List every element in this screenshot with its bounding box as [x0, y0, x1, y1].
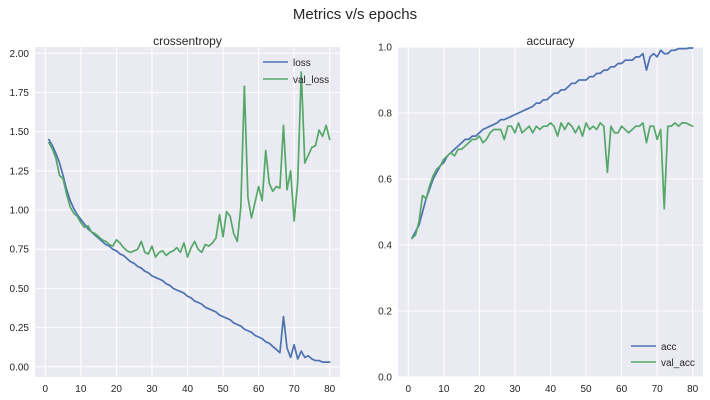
accuracy-ytick-2: 0.4	[378, 241, 392, 252]
accuracy-xtick-60: 60	[616, 384, 628, 395]
crossentropy-xtick-50: 50	[217, 384, 229, 395]
crossentropy-ytick-6: 1.50	[10, 127, 30, 138]
crossentropy-legend: loss val_loss	[263, 58, 329, 86]
legend-label-val-acc: val_acc	[661, 358, 695, 369]
series-line-loss	[48, 138, 331, 363]
crossentropy-xtick-70: 70	[289, 384, 301, 395]
accuracy-series	[411, 47, 694, 240]
series-line-val-loss	[48, 71, 331, 258]
accuracy-xtick-30: 30	[509, 384, 521, 395]
accuracy-ytick-5: 1.0	[378, 43, 392, 54]
series-line-val-acc	[411, 122, 694, 240]
accuracy-title: accuracy	[526, 34, 574, 48]
crossentropy-xtick-80: 80	[324, 384, 336, 395]
legend-label-acc: acc	[661, 342, 677, 353]
crossentropy-xtick-10: 10	[75, 384, 87, 395]
crossentropy-xtick-0: 0	[43, 384, 49, 395]
accuracy-xtick-70: 70	[652, 384, 664, 395]
accuracy-panel: 0 10 20 30 40 50 60 70 80 0.0 0.2 0.4 0.6 0.8 1.0 accu…	[378, 34, 703, 395]
series-line-acc	[411, 47, 694, 240]
crossentropy-xtick-40: 40	[182, 384, 194, 395]
accuracy-xtick-20: 20	[474, 384, 486, 395]
figure-suptitle: Metrics v/s epochs	[293, 6, 417, 23]
crossentropy-title: crossentropy	[153, 34, 222, 48]
crossentropy-ytick-0: 0.00	[10, 362, 30, 373]
accuracy-ytick-0: 0.0	[378, 373, 392, 384]
legend-label-val-loss: val_loss	[293, 75, 329, 86]
crossentropy-ytick-1: 0.25	[10, 323, 30, 334]
accuracy-legend: acc val_acc	[631, 342, 695, 369]
accuracy-xtick-40: 40	[545, 384, 557, 395]
crossentropy-ticks: 0 10 20 30 40 50 60 70 80 0.00 0.25 0.50 0.75 1.00 1.2…	[10, 49, 336, 395]
crossentropy-ytick-8: 2.00	[10, 49, 30, 60]
crossentropy-ytick-4: 1.00	[10, 206, 30, 217]
crossentropy-xtick-20: 20	[111, 384, 123, 395]
accuracy-ytick-3: 0.6	[378, 175, 392, 186]
crossentropy-xtick-60: 60	[253, 384, 265, 395]
crossentropy-series	[48, 71, 331, 363]
legend-label-loss: loss	[293, 58, 311, 69]
crossentropy-ytick-3: 0.75	[10, 245, 30, 256]
accuracy-xtick-0: 0	[406, 384, 412, 395]
accuracy-grid	[398, 46, 703, 378]
accuracy-xtick-80: 80	[687, 384, 699, 395]
crossentropy-xtick-30: 30	[146, 384, 158, 395]
accuracy-ytick-4: 0.8	[378, 109, 392, 120]
crossentropy-panel: 0 10 20 30 40 50 60 70 80 0.00 0.25 0.50 0.75 1.00 1.2…	[10, 34, 340, 395]
accuracy-ticks: 0 10 20 30 40 50 60 70 80 0.0 0.2 0.4 0.6 0.8 1.0	[378, 43, 699, 396]
crossentropy-ytick-2: 0.50	[10, 284, 30, 295]
accuracy-xtick-50: 50	[580, 384, 592, 395]
accuracy-xtick-10: 10	[438, 384, 450, 395]
accuracy-ytick-1: 0.2	[378, 307, 392, 318]
crossentropy-ytick-7: 1.75	[10, 88, 30, 99]
crossentropy-ytick-5: 1.25	[10, 166, 30, 177]
